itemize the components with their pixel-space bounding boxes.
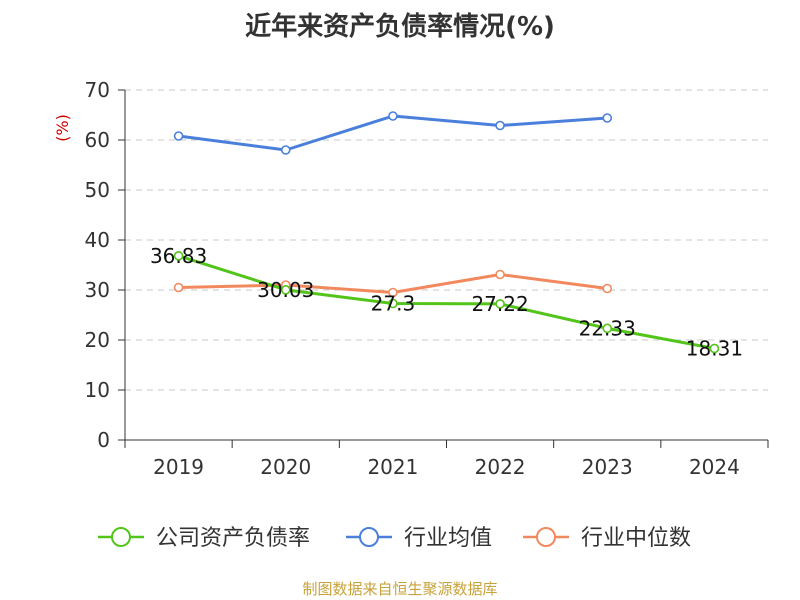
y-tick-label: 10 bbox=[85, 378, 110, 402]
series-line bbox=[178, 254, 715, 350]
data-point bbox=[173, 131, 184, 141]
data-label: 36.83 bbox=[150, 244, 207, 268]
data-point bbox=[388, 287, 398, 298]
x-tick-label: 2022 bbox=[475, 455, 526, 479]
data-label: 22.33 bbox=[579, 316, 636, 340]
y-tick-label: 50 bbox=[85, 178, 110, 202]
source-note: 制图数据来自恒生聚源数据库 bbox=[302, 580, 498, 598]
y-tick-label: 70 bbox=[85, 78, 110, 102]
data-point bbox=[709, 343, 720, 354]
x-tick-label: 2023 bbox=[582, 455, 633, 479]
data-point bbox=[602, 113, 613, 123]
x-tick-label: 2024 bbox=[689, 455, 740, 479]
data-point bbox=[602, 283, 613, 294]
data-point bbox=[495, 269, 505, 280]
data-label: 27.3 bbox=[371, 292, 416, 316]
data-point bbox=[495, 299, 505, 309]
y-tick-label: 0 bbox=[97, 428, 110, 452]
legend-label: 行业中位数 bbox=[581, 526, 691, 551]
y-tick-label: 40 bbox=[85, 228, 110, 252]
data-label: 30.03 bbox=[257, 278, 314, 302]
data-point bbox=[173, 282, 184, 293]
data-point bbox=[280, 145, 291, 155]
data-label: 27.22 bbox=[471, 292, 528, 316]
y-tick-label: 60 bbox=[85, 128, 110, 152]
y-axis-label: (%) bbox=[53, 114, 72, 142]
chart-title: 近年来资产负债率情况(%) bbox=[245, 12, 555, 42]
x-tick-label: 2020 bbox=[260, 455, 311, 479]
data-label: 18.31 bbox=[686, 336, 743, 360]
series-line bbox=[178, 114, 608, 152]
data-point bbox=[280, 285, 291, 295]
legend-marker bbox=[111, 527, 131, 547]
legend-marker bbox=[359, 527, 379, 547]
data-point bbox=[388, 298, 398, 309]
legend-marker bbox=[536, 527, 556, 547]
legend-label: 公司资产负债率 bbox=[156, 526, 310, 551]
data-point bbox=[388, 111, 398, 121]
y-tick-label: 30 bbox=[85, 278, 110, 302]
x-tick-label: 2019 bbox=[153, 455, 204, 479]
x-tick-label: 2021 bbox=[367, 455, 418, 479]
data-point bbox=[495, 120, 505, 131]
legend-label: 行业均值 bbox=[404, 526, 492, 551]
y-tick-label: 20 bbox=[85, 328, 110, 352]
data-point bbox=[602, 323, 613, 334]
data-point bbox=[173, 251, 184, 261]
